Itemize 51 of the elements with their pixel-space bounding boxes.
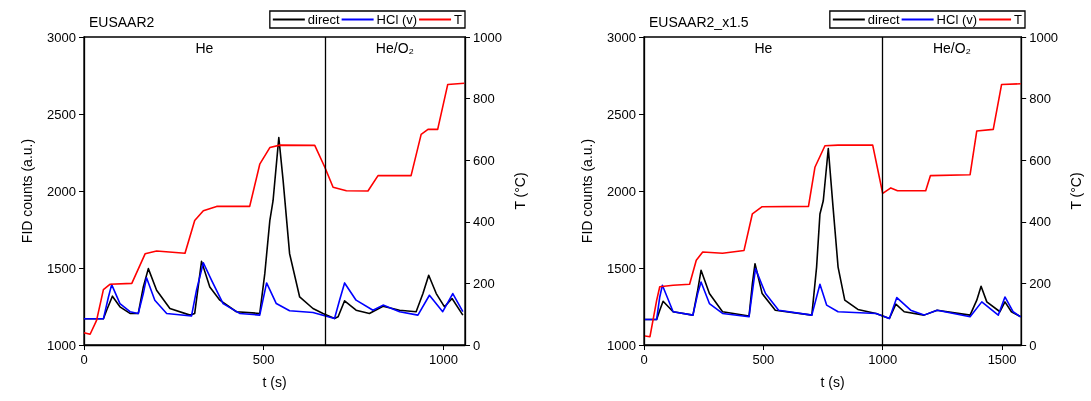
y-tick-label: 3000 [607,29,636,45]
line-series [644,267,1022,321]
y-tick-label: 1500 [47,260,76,276]
chart-title: EUSAAR2 [89,14,155,30]
y2-axis-title: T (°C) [1068,172,1084,210]
y2-tick-label: 0 [1029,337,1037,353]
y2-tick-label: 1000 [1029,29,1059,45]
annotation: He [754,40,773,56]
legend-label: direct [307,12,341,27]
y2-tick-label: 200 [473,275,495,291]
y2-tick-label: 600 [473,152,495,168]
x-tick-label: 1000 [428,352,458,367]
line-series [83,261,464,320]
line-series [644,83,1022,338]
line-series [83,82,466,336]
y2-tick-label: 800 [1029,91,1051,107]
x-tick-label: 1500 [987,352,1017,367]
y-tick-label: 1500 [607,260,636,276]
legend-label: T [454,12,463,27]
annotation: He [195,40,214,56]
x-tick-label: 500 [752,352,775,367]
x-tick-label: 500 [252,352,275,367]
x-axis-title: t (s) [820,374,845,390]
y-axis-title: FID counts (a.u.) [579,138,595,244]
y-tick-label: 2500 [47,106,76,122]
y-tick-label: 2500 [607,106,636,122]
y2-tick-label: 800 [473,91,495,107]
x-tick-label: 0 [80,352,88,367]
y-tick-label: 1000 [47,337,76,353]
x-tick-label: 1000 [868,352,898,367]
y2-tick-label: 400 [473,214,495,230]
y2-tick-label: 1000 [473,29,502,45]
legend-label: T [1014,12,1023,27]
y2-tick-label: 200 [1029,275,1051,291]
y2-tick-label: 400 [1029,214,1051,230]
y2-tick-label: 0 [473,337,481,353]
y-tick-label: 2000 [607,183,636,199]
y-axis-title: FID counts (a.u.) [19,138,35,244]
annotation: He/O₂ [932,40,972,56]
annotation: He/O₂ [375,40,414,56]
legend-label: HCl (v) [936,12,978,27]
x-tick-label: 0 [640,352,648,367]
legend-label: direct [867,12,901,27]
chart-title: EUSAAR2_x1.5 [649,14,749,30]
y2-tick-label: 600 [1029,152,1051,168]
y-tick-label: 2000 [47,183,76,199]
y2-axis-title: T (°C) [511,172,528,210]
legend-label: HCl (v) [376,12,418,27]
y-tick-label: 3000 [47,29,76,45]
y-tick-label: 1000 [607,337,636,353]
x-axis-title: t (s) [262,374,287,390]
